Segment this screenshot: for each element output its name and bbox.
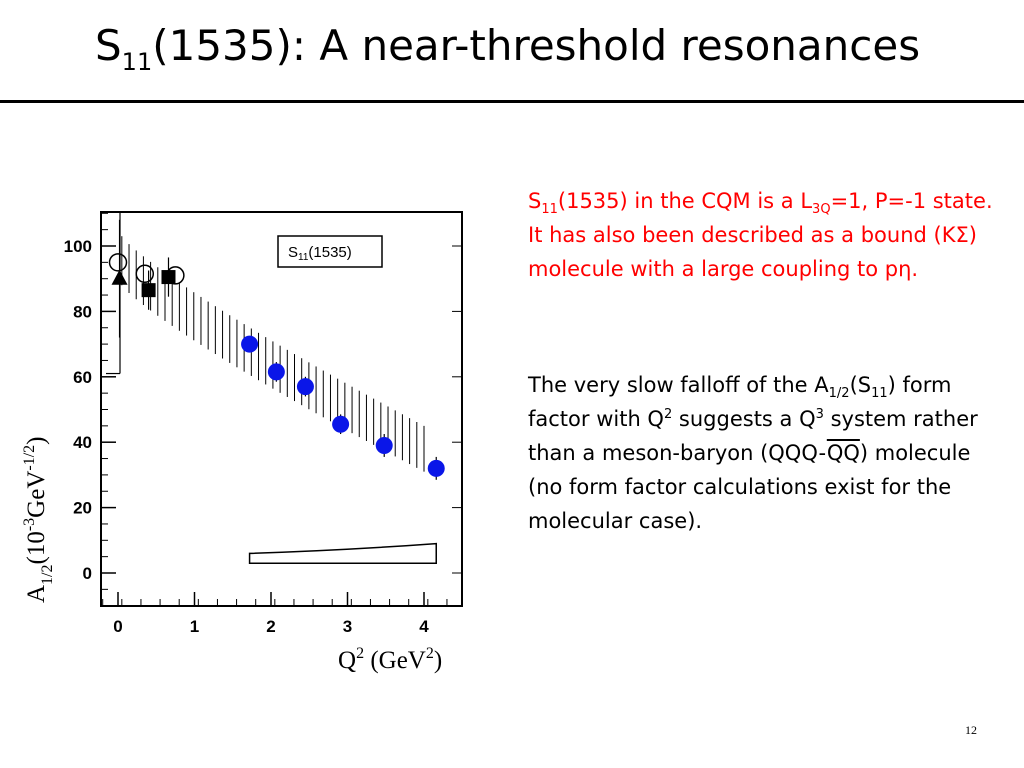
legend-box: [277, 235, 383, 268]
legend-label: S11(1535): [288, 244, 352, 263]
y-tick-label: 0: [83, 564, 92, 583]
page-number: 12: [965, 723, 977, 737]
antiquark-qq: QQ: [826, 441, 860, 465]
axis-ticks: 0 20 40 60 80 100 0 1 2 3 4: [64, 212, 462, 636]
title-rule: [0, 100, 1024, 103]
data-point-triangle: [111, 269, 128, 285]
data-point-blue: [332, 415, 350, 433]
x-tick-label: 3: [343, 617, 352, 636]
data-point-blue: [427, 459, 445, 477]
y-tick-label: 100: [64, 237, 92, 256]
data-point-blue: [375, 436, 393, 454]
x-tick-label: 0: [113, 617, 122, 636]
data-point-open-circle: [108, 253, 128, 272]
x-tick-label: 1: [190, 617, 199, 636]
a12-form-factor-chart: S11(1535) A1/2(10-3GeV-1/2) Q2 (GeV2) 0 2…: [21, 211, 463, 674]
data-point-square: [161, 270, 176, 285]
formfactor-description: The very slow falloff of the A1/2(S11) f…: [528, 373, 978, 533]
y-tick-label: 20: [73, 499, 92, 518]
data-point-blue: [296, 378, 314, 396]
theory-band: [106, 212, 437, 564]
cqm-description: S11(1535) in the CQM is a L3Q=1, P=-1 st…: [528, 189, 993, 281]
y-tick-label: 60: [73, 368, 92, 387]
data-point-open-circle: [135, 264, 155, 284]
y-axis-label: A1/2(10-3GeV-1/2): [21, 437, 56, 604]
data-point-blue: [241, 335, 259, 353]
systematic-error-band: [248, 542, 437, 564]
plot-frame: [100, 211, 463, 607]
data-point-square: [141, 283, 156, 298]
slide-title: S11(1535): A near-threshold resonances: [95, 21, 921, 76]
x-axis-label: Q2 (GeV2): [338, 645, 442, 674]
x-tick-label: 2: [266, 617, 275, 636]
y-tick-label: 80: [73, 302, 92, 321]
x-tick-label: 4: [419, 617, 429, 636]
y-tick-label: 40: [73, 433, 92, 452]
data-point-blue: [267, 363, 285, 381]
data-points: [108, 219, 445, 480]
